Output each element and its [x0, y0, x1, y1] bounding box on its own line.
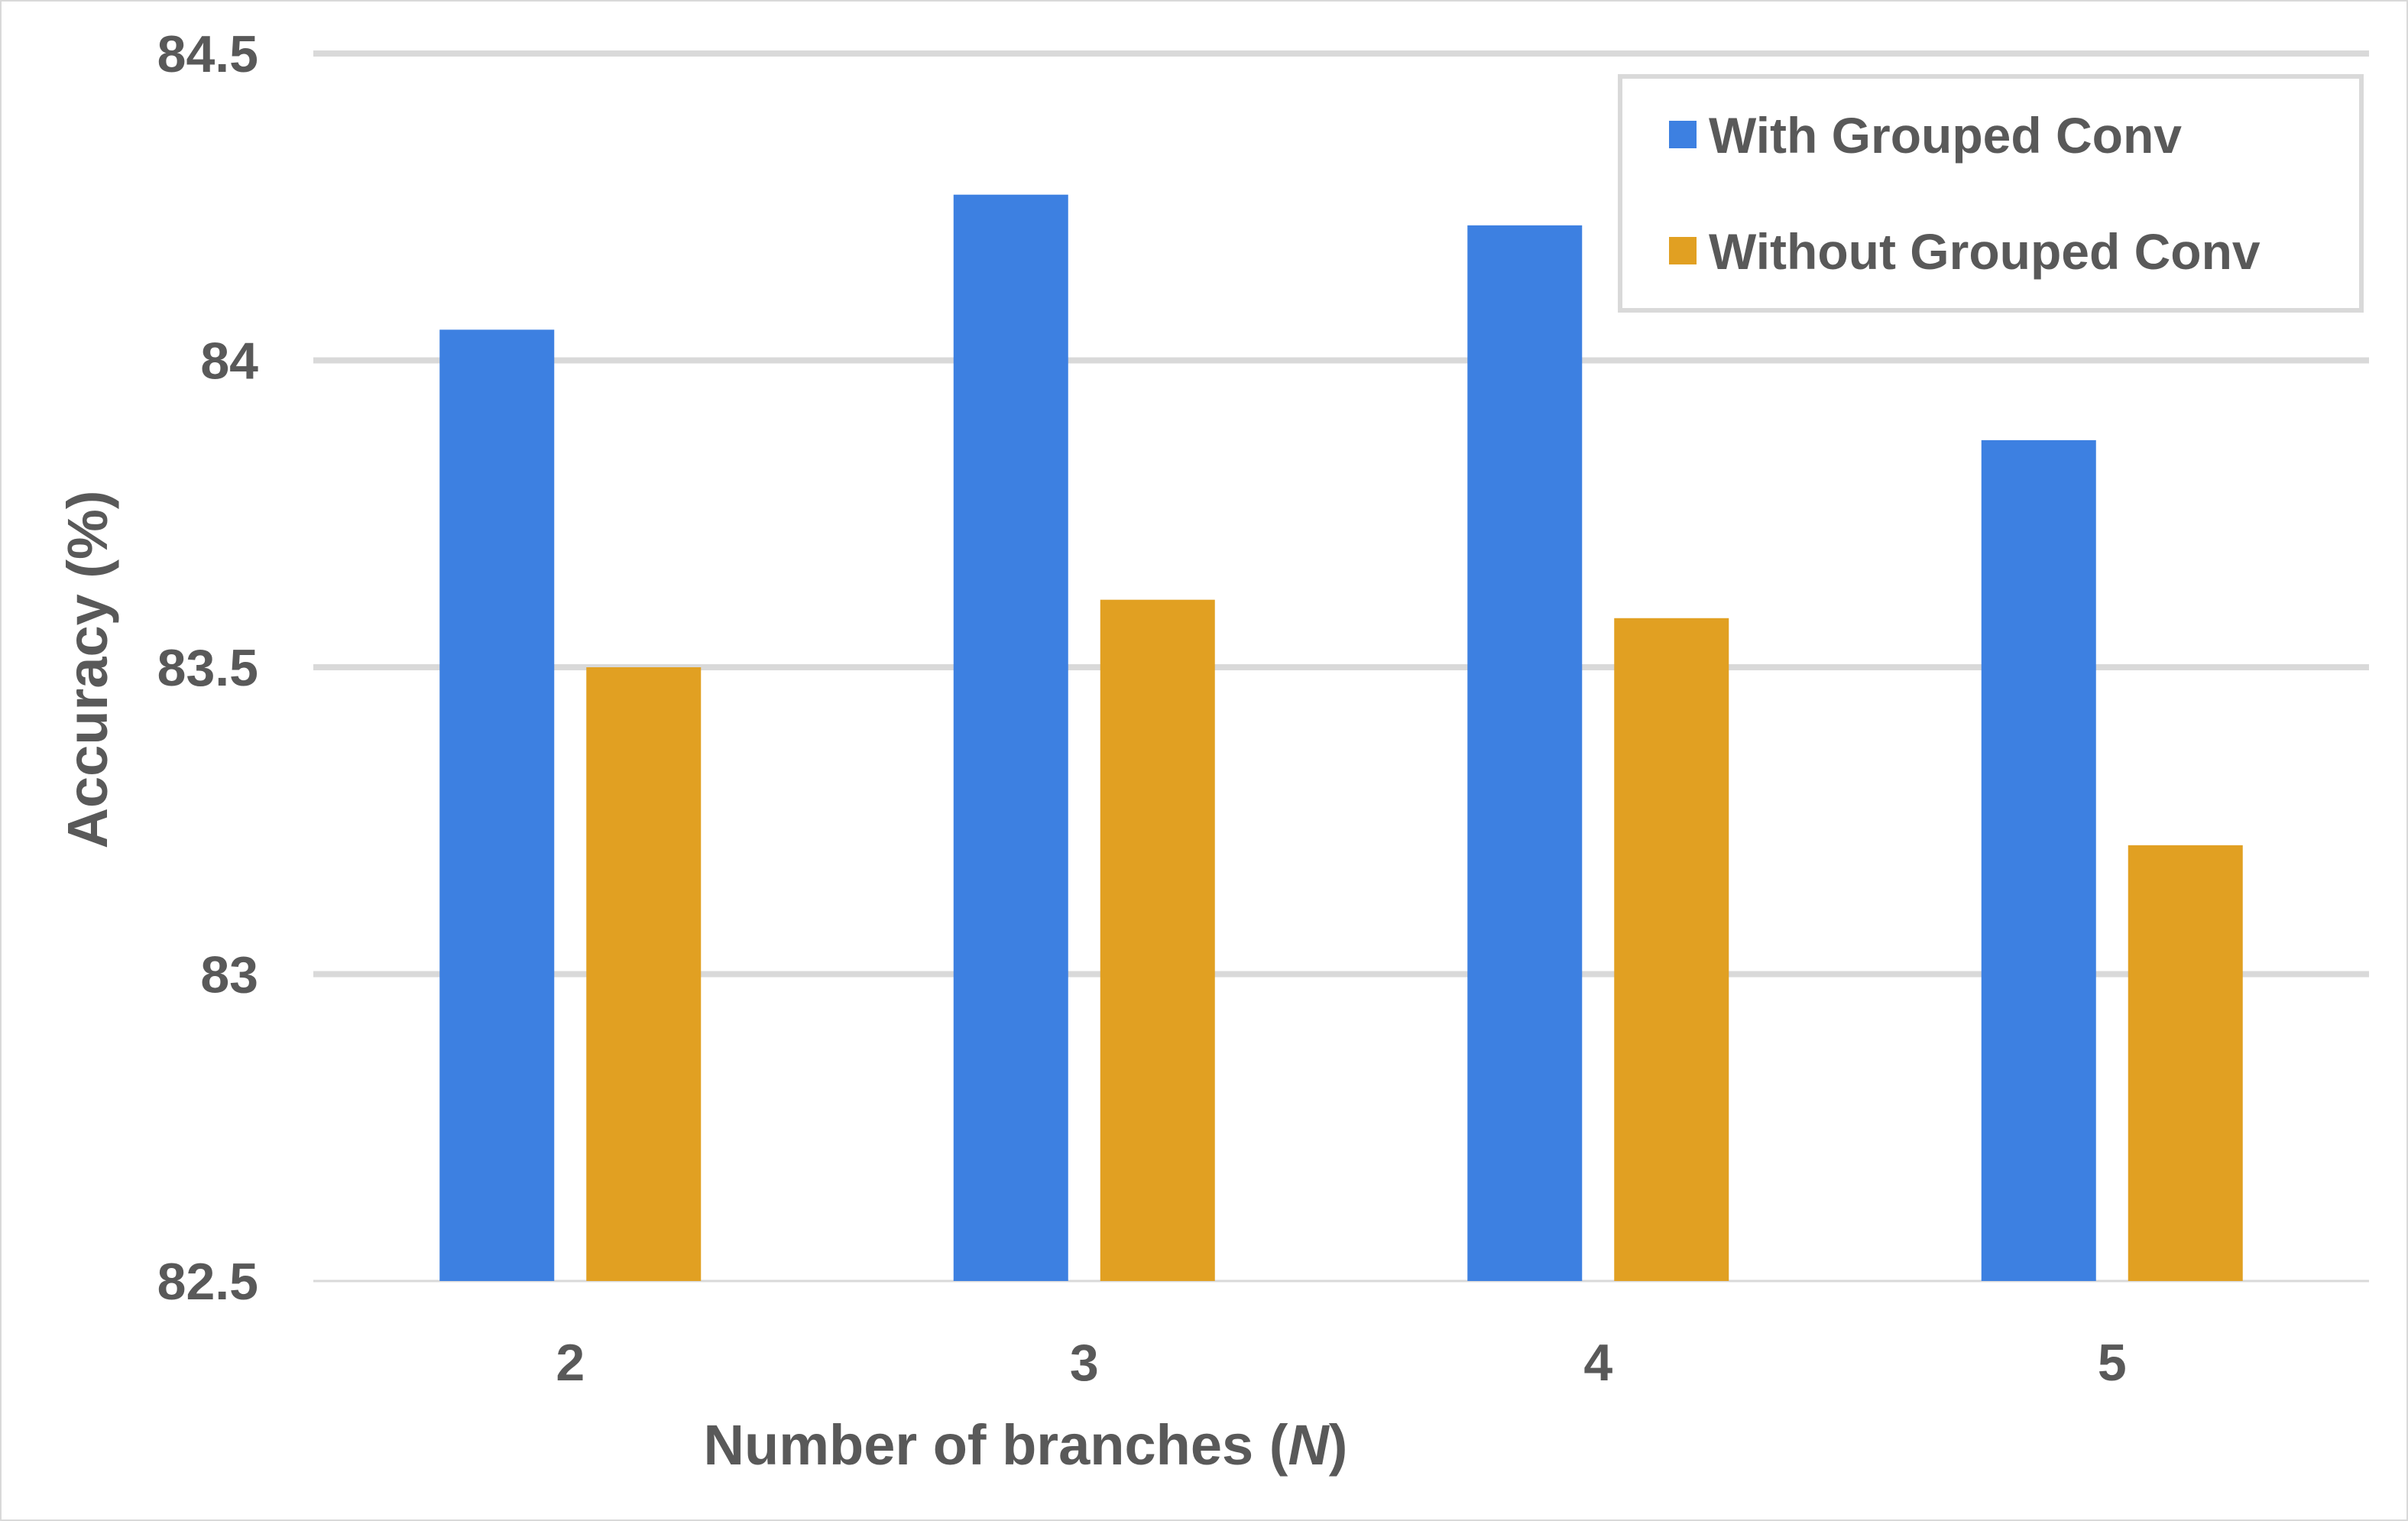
- x-tick-label-3: 3: [1070, 1334, 1099, 1392]
- bar-without-grouped-conv-n3: [1100, 599, 1215, 1281]
- x-axis-title-variable: N: [1288, 1413, 1330, 1477]
- y-tick-label-83: 83: [200, 946, 258, 1004]
- legend-label-without-grouped-conv: Without Grouped Conv: [1709, 223, 2261, 280]
- y-axis-ticks: 82.5 83 83.5 84 84.5: [157, 25, 259, 1311]
- x-tick-label-2: 2: [556, 1334, 585, 1392]
- y-axis-title: Accuracy (%): [56, 491, 119, 849]
- legend-swatch-without-grouped-conv: [1669, 237, 1697, 264]
- bar-with-grouped-conv-n2: [439, 329, 555, 1282]
- x-axis-title-suffix: ): [1329, 1413, 1348, 1477]
- legend: With Grouped Conv Without Grouped Conv: [1618, 74, 2364, 313]
- bar-without-grouped-conv-n2: [586, 667, 702, 1281]
- legend-swatch-with-grouped-conv: [1669, 121, 1697, 148]
- x-axis-title-prefix: Number of branches (: [704, 1413, 1288, 1477]
- x-axis-title: Number of branches (N): [704, 1413, 1348, 1477]
- y-tick-label-84: 84: [200, 332, 258, 391]
- bar-with-grouped-conv-n4: [1467, 225, 1583, 1282]
- y-tick-label-84.5: 84.5: [157, 25, 258, 83]
- x-tick-label-4: 4: [1583, 1334, 1612, 1392]
- bar-without-grouped-conv-n5: [2128, 845, 2243, 1281]
- bar-without-grouped-conv-n4: [1614, 618, 1729, 1281]
- x-tick-label-5: 5: [2098, 1334, 2127, 1392]
- legend-label-with-grouped-conv: With Grouped Conv: [1709, 107, 2182, 164]
- x-axis-ticks: 2 3 4 5: [556, 1334, 2126, 1392]
- bar-with-grouped-conv-n3: [953, 194, 1068, 1282]
- legend-box: [1618, 74, 2364, 313]
- bars: [439, 194, 2243, 1282]
- y-tick-label-82.5: 82.5: [157, 1253, 258, 1311]
- bar-with-grouped-conv-n5: [1981, 439, 2096, 1281]
- y-tick-label-83.5: 83.5: [157, 639, 258, 697]
